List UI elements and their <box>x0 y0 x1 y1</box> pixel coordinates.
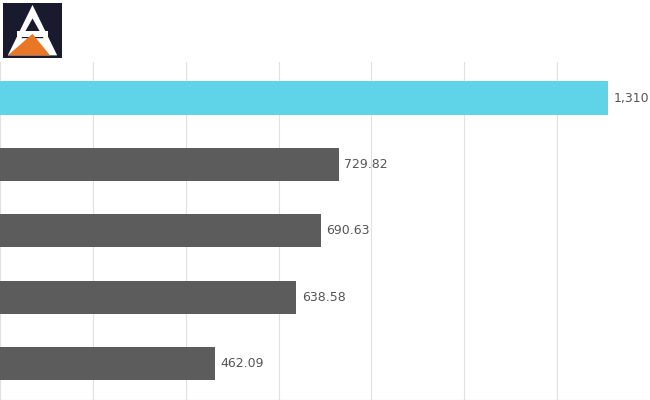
Text: 729.82: 729.82 <box>344 158 388 171</box>
Bar <box>0 280 296 314</box>
Bar <box>0 214 320 247</box>
Bar <box>0 347 214 380</box>
Polygon shape <box>8 34 50 55</box>
Polygon shape <box>17 31 48 37</box>
Text: Score - Higher is better: Score - Higher is better <box>68 42 224 54</box>
Polygon shape <box>8 5 57 55</box>
Polygon shape <box>21 18 44 38</box>
Text: 1,310.00: 1,310.00 <box>614 92 650 104</box>
Bar <box>0 82 608 115</box>
Text: 638.58: 638.58 <box>302 291 346 304</box>
Bar <box>0 148 339 181</box>
Text: 462.09: 462.09 <box>220 357 264 370</box>
FancyBboxPatch shape <box>3 3 62 58</box>
Text: 690.63: 690.63 <box>326 224 370 237</box>
Text: SPECint2006 Rate Base - Estimates (GCC8): SPECint2006 Rate Base - Estimates (GCC8) <box>68 10 538 29</box>
